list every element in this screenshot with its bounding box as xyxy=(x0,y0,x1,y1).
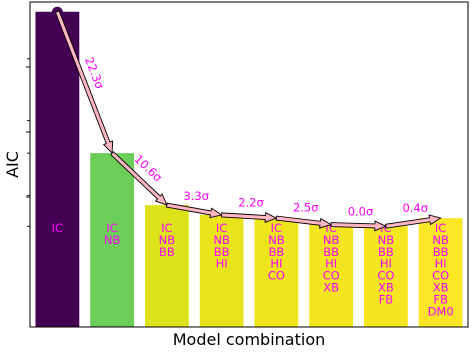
category-tick-label: XB xyxy=(323,281,339,295)
category-tick-label: DM0 xyxy=(428,304,454,318)
category-tick-label: NB xyxy=(323,233,340,247)
category-tick-label: IC xyxy=(161,221,172,235)
category-tick-label: NB xyxy=(159,233,176,247)
category-tick-label: CO xyxy=(323,269,340,283)
bar xyxy=(254,218,299,327)
category-tick-label: BB xyxy=(433,245,449,259)
category-tick-label: FB xyxy=(379,292,394,306)
category-tick-label: XB xyxy=(433,281,449,295)
bar xyxy=(309,224,354,327)
category-tick-label: CO xyxy=(268,269,285,283)
category-tick-label: FB xyxy=(433,292,448,306)
category-tick-label: XB xyxy=(378,281,394,295)
category-tick-label: CO xyxy=(377,269,394,283)
significance-label: 0.0σ xyxy=(348,204,374,218)
bar xyxy=(35,11,80,327)
category-tick-label: IC xyxy=(435,221,446,235)
category-tick-label: HI xyxy=(325,257,337,271)
category-tick-label: IC xyxy=(106,221,117,235)
category-tick-label: HI xyxy=(380,257,392,271)
transition-arrow xyxy=(221,211,278,223)
category-tick-label: CO xyxy=(432,269,449,283)
significance-label: 3.3σ xyxy=(183,189,209,203)
significance-label: 0.4σ xyxy=(402,201,428,215)
arrows-group xyxy=(51,6,442,232)
category-tick-label: NB xyxy=(378,233,395,247)
category-tick-label: BB xyxy=(378,245,394,259)
bars-group xyxy=(35,11,463,327)
plot-frame xyxy=(29,1,469,328)
bar xyxy=(199,214,244,327)
category-tick-label: IC xyxy=(216,221,227,235)
bar xyxy=(418,218,463,327)
significance-label: 2.5σ xyxy=(293,200,319,214)
category-tick-label: HI xyxy=(216,257,228,271)
category-tick-label: BB xyxy=(323,245,339,259)
bar xyxy=(144,205,189,327)
category-tick-label: HI xyxy=(435,257,447,271)
transition-arrow xyxy=(330,220,388,232)
transition-arrow xyxy=(110,151,168,206)
transition-arrow xyxy=(54,10,114,155)
bar xyxy=(90,153,135,327)
category-tick-label: BB xyxy=(214,245,230,259)
category-tick-label: BB xyxy=(268,245,284,259)
y-ticks-group xyxy=(26,58,30,227)
category-tick-label: HI xyxy=(270,257,282,271)
significance-label: 2.2σ xyxy=(238,196,264,210)
category-tick-label: NB xyxy=(213,233,230,247)
transition-arrow xyxy=(165,202,223,219)
category-tick-label: NB xyxy=(268,233,285,247)
category-tick-label: BB xyxy=(159,245,175,259)
transition-arrow xyxy=(275,215,333,229)
category-tick-label: IC xyxy=(271,221,282,235)
x-axis-label: Model combination xyxy=(173,330,326,349)
category-tick-label: IC xyxy=(325,221,336,235)
category-tick-label: NB xyxy=(104,233,121,247)
transition-arrow xyxy=(385,214,442,229)
category-labels-group: IC ICNBICNBBBICNBBBHIICNBBBHICOICNBBBHICO… xyxy=(52,221,454,318)
category-tick-label: NB xyxy=(432,233,449,247)
y-axis-label: AIC xyxy=(3,151,22,178)
category-tick-label: IC xyxy=(52,221,63,235)
bar xyxy=(363,226,408,327)
